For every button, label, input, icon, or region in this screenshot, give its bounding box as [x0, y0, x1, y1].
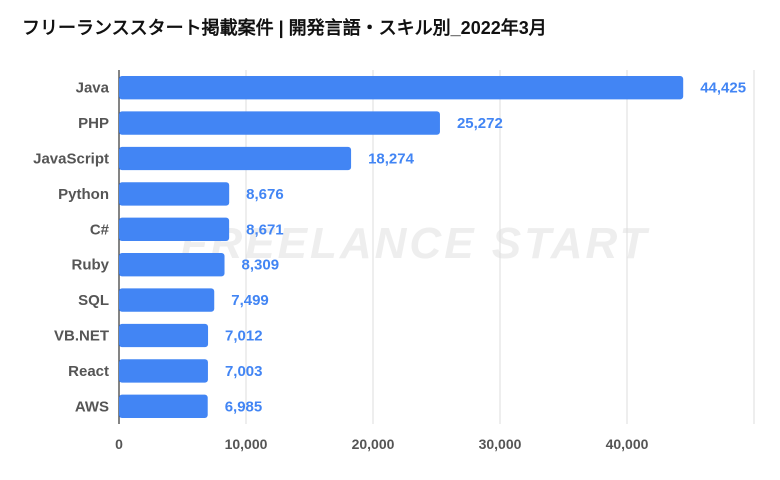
bar-aws [119, 394, 208, 418]
bar-php [119, 111, 440, 135]
bar-vb-net [119, 323, 209, 348]
x-tick-label: 10,000 [225, 436, 268, 452]
y-tick-label: Java [76, 80, 110, 97]
y-tick-label: PHP [78, 115, 109, 132]
bars [119, 76, 684, 418]
x-axis-labels: 0 10,000 20,000 30,000 40,000 [115, 436, 649, 452]
x-tick-label: 40,000 [606, 436, 649, 452]
bar-java [119, 76, 684, 100]
data-label: 18,274 [368, 151, 415, 168]
y-tick-label: Ruby [72, 257, 110, 274]
data-label: 8,676 [246, 186, 284, 203]
watermark-text: FREELANCE START [181, 219, 650, 268]
x-tick-label: 20,000 [352, 436, 395, 452]
watermark-layer: FREELANCE START [181, 219, 650, 268]
bar-c- [119, 217, 230, 241]
x-tick-label: 30,000 [479, 436, 522, 452]
data-label: 8,309 [242, 257, 280, 274]
bar-ruby [119, 253, 225, 277]
data-label: 6,985 [225, 398, 263, 415]
y-tick-label: JavaScript [33, 151, 109, 168]
y-axis-labels: Java PHP JavaScript Python C# Ruby SQL VB.NET Re… [33, 80, 110, 416]
data-labels: 44,425 25,272 18,274 8,676 8,671 8,309 7,499 7,… [225, 80, 746, 416]
x-tick-label: 0 [115, 436, 123, 452]
chart-title: フリーランススタート掲載案件 | 開発言語・スキル別_2022年3月 [22, 18, 547, 38]
y-tick-label: Python [58, 186, 109, 203]
y-tick-label: React [68, 363, 109, 380]
data-label: 7,499 [231, 292, 269, 309]
data-label: 7,003 [225, 363, 263, 380]
data-label: 25,272 [457, 115, 503, 132]
bar-sql [119, 288, 215, 312]
bar-react [119, 359, 208, 383]
y-tick-label: AWS [75, 398, 109, 415]
y-tick-label: VB.NET [54, 328, 109, 345]
data-label: 44,425 [700, 80, 746, 97]
y-tick-label: C# [90, 221, 110, 238]
data-label: 7,012 [225, 328, 263, 345]
data-label: 8,671 [246, 221, 284, 238]
bar-javascript [119, 146, 352, 171]
y-tick-label: SQL [78, 292, 109, 309]
bar-python [119, 182, 230, 206]
